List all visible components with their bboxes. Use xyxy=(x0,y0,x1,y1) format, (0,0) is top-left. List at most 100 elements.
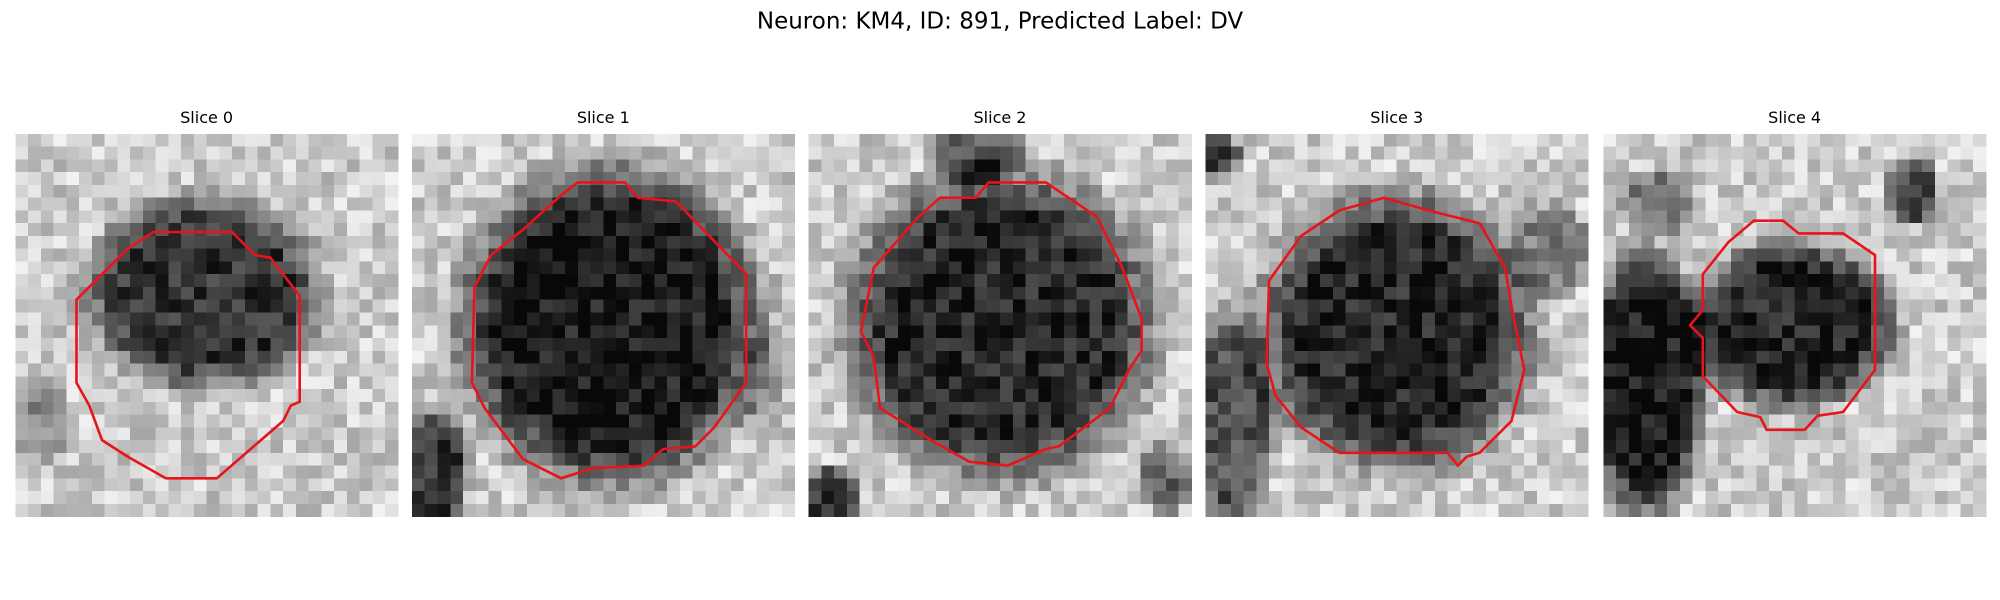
pixel xyxy=(1063,503,1078,518)
pixel xyxy=(1679,274,1694,288)
pixel xyxy=(1025,274,1039,288)
pixel xyxy=(1883,210,1898,224)
pixel xyxy=(885,274,899,288)
pixel xyxy=(1858,197,1872,212)
pixel xyxy=(821,286,835,301)
pixel xyxy=(1165,389,1180,403)
pixel xyxy=(1460,248,1474,263)
pixel xyxy=(1794,503,1808,518)
pixel xyxy=(1178,312,1192,326)
pixel xyxy=(219,452,233,467)
pixel xyxy=(1511,197,1525,212)
pixel xyxy=(1511,299,1525,314)
pixel xyxy=(1025,491,1039,505)
pixel xyxy=(91,223,106,237)
pixel xyxy=(1896,235,1911,250)
pixel xyxy=(1485,363,1500,377)
pixel xyxy=(244,235,259,250)
pixel xyxy=(1165,401,1180,416)
pixel xyxy=(219,197,233,212)
pixel xyxy=(1089,159,1103,173)
pixel xyxy=(1616,452,1630,467)
pixel xyxy=(117,172,131,186)
pixel xyxy=(910,261,925,275)
pixel xyxy=(1434,414,1449,428)
pixel xyxy=(705,223,719,237)
pixel xyxy=(885,210,899,224)
pixel xyxy=(565,299,579,314)
pixel xyxy=(295,465,310,479)
pixel xyxy=(808,389,823,403)
pixel xyxy=(232,210,246,224)
pixel xyxy=(1178,350,1192,365)
pixel xyxy=(1549,133,1564,148)
pixel xyxy=(1038,465,1052,479)
pixel xyxy=(1845,261,1860,275)
pixel xyxy=(923,325,937,339)
pixel xyxy=(603,440,617,454)
pixel xyxy=(1434,478,1449,492)
pixel xyxy=(1832,363,1847,377)
pixel xyxy=(1153,376,1167,390)
pixel xyxy=(1063,133,1078,148)
pixel xyxy=(155,427,169,441)
pixel xyxy=(372,223,386,237)
pixel xyxy=(1371,312,1385,326)
pixel xyxy=(1603,286,1617,301)
pixel xyxy=(193,210,208,224)
pixel xyxy=(1794,197,1808,212)
pixel xyxy=(1243,350,1257,365)
pixel xyxy=(936,159,950,173)
pixel xyxy=(66,184,80,199)
pixel xyxy=(692,389,706,403)
pixel xyxy=(1422,491,1436,505)
pixel xyxy=(781,452,796,467)
pixel xyxy=(91,452,106,467)
pixel xyxy=(667,452,681,467)
pixel xyxy=(859,223,874,237)
pixel xyxy=(1243,299,1257,314)
pixel xyxy=(872,299,886,314)
pixel xyxy=(142,478,157,492)
pixel xyxy=(104,350,118,365)
pixel xyxy=(1230,210,1245,224)
pixel xyxy=(1396,503,1411,518)
pixel xyxy=(1973,401,1987,416)
pixel xyxy=(130,286,144,301)
pixel xyxy=(539,401,553,416)
pixel xyxy=(1511,452,1525,467)
pixel xyxy=(897,376,912,390)
pixel xyxy=(1447,184,1462,199)
pixel xyxy=(1667,440,1681,454)
pixel xyxy=(1345,363,1360,377)
pixel xyxy=(1281,338,1296,352)
pixel xyxy=(1794,235,1808,250)
pixel xyxy=(961,440,976,454)
pixel xyxy=(1281,159,1296,173)
pixel xyxy=(1603,491,1617,505)
pixel xyxy=(1320,414,1334,428)
pixel xyxy=(295,299,310,314)
pixel xyxy=(1628,197,1643,212)
pixel xyxy=(1718,363,1732,377)
pixel xyxy=(257,478,272,492)
pixel xyxy=(463,338,477,352)
pixel xyxy=(1230,325,1245,339)
pixel xyxy=(1832,338,1847,352)
pixel xyxy=(28,312,42,326)
pixel xyxy=(1434,401,1449,416)
pixel xyxy=(1871,338,1885,352)
pixel xyxy=(679,338,694,352)
pixel xyxy=(781,465,796,479)
pixel xyxy=(897,427,912,441)
pixel xyxy=(730,312,745,326)
pixel xyxy=(1051,376,1065,390)
pixel xyxy=(705,172,719,186)
pixel xyxy=(1076,452,1090,467)
pixel xyxy=(1345,478,1360,492)
pixel xyxy=(1165,159,1180,173)
pixel xyxy=(616,299,630,314)
pixel xyxy=(346,197,361,212)
pixel xyxy=(155,478,169,492)
